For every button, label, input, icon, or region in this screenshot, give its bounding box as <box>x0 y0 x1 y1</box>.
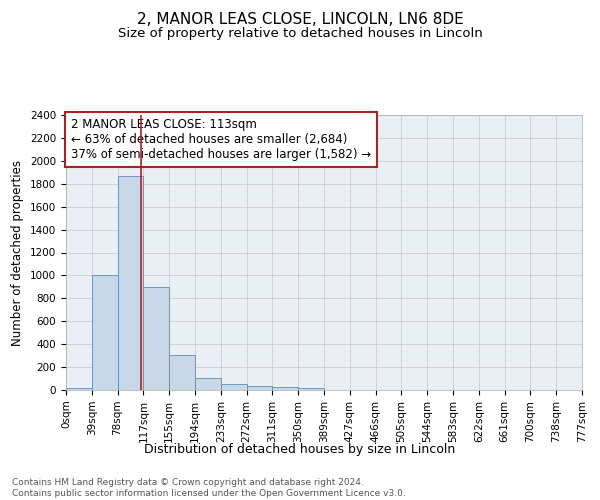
Bar <box>298 388 324 390</box>
Bar <box>66 388 92 390</box>
Bar <box>118 176 143 390</box>
Bar <box>195 378 221 390</box>
Bar <box>247 386 272 390</box>
Bar <box>221 384 247 390</box>
Text: 2, MANOR LEAS CLOSE, LINCOLN, LN6 8DE: 2, MANOR LEAS CLOSE, LINCOLN, LN6 8DE <box>137 12 463 28</box>
Bar <box>143 287 169 390</box>
Bar <box>169 355 195 390</box>
Text: Contains HM Land Registry data © Crown copyright and database right 2024.
Contai: Contains HM Land Registry data © Crown c… <box>12 478 406 498</box>
Text: Distribution of detached houses by size in Lincoln: Distribution of detached houses by size … <box>145 442 455 456</box>
Y-axis label: Number of detached properties: Number of detached properties <box>11 160 25 346</box>
Text: 2 MANOR LEAS CLOSE: 113sqm
← 63% of detached houses are smaller (2,684)
37% of s: 2 MANOR LEAS CLOSE: 113sqm ← 63% of deta… <box>71 118 371 161</box>
Bar <box>92 275 118 390</box>
Text: Size of property relative to detached houses in Lincoln: Size of property relative to detached ho… <box>118 28 482 40</box>
Bar <box>272 387 298 390</box>
